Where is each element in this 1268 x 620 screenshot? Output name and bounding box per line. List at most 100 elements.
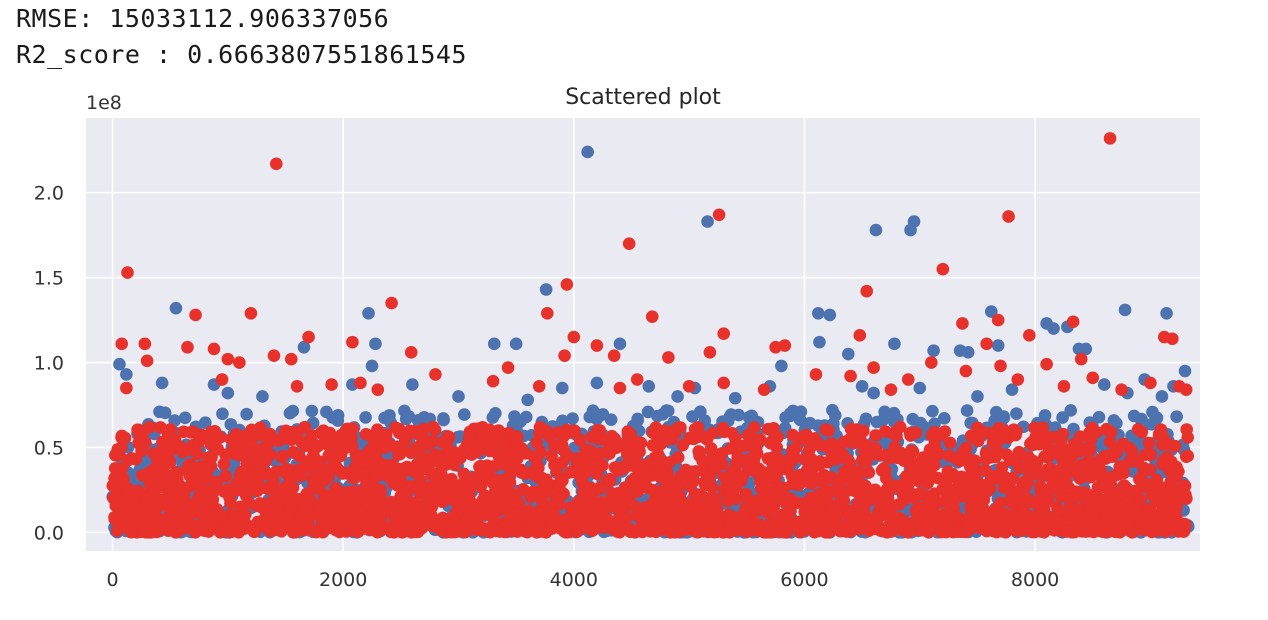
scatter-point (221, 352, 235, 366)
scatter-point (1021, 460, 1035, 473)
scatter-point (750, 498, 764, 512)
scatter-point (565, 506, 578, 520)
scatter-point (317, 424, 330, 437)
scatter-point (419, 518, 433, 531)
scatter-point (630, 373, 644, 386)
scatter-point (465, 511, 479, 524)
axis-labels: 0 2000 4000 6000 8000 0.0 0.5 1.0 1.5 2.0 (34, 183, 1059, 591)
scatter-point (662, 351, 675, 364)
scatter-point (960, 404, 974, 417)
scatter-point (869, 429, 882, 442)
scatter-point (526, 485, 540, 499)
scatter-point (405, 526, 418, 539)
scatter-point (810, 496, 824, 509)
scatter-point (360, 511, 374, 525)
scatter-point (790, 496, 804, 509)
scatter-point (715, 447, 729, 460)
scatter-point (619, 442, 632, 455)
scatter-point (118, 431, 132, 445)
scatter-point (1034, 482, 1047, 496)
scatter-point (900, 474, 913, 488)
scatter-point (986, 524, 1000, 538)
scatter-point (372, 516, 386, 530)
scatter-point (1005, 383, 1019, 396)
scatter-point (151, 447, 165, 460)
scatter-point (362, 306, 375, 320)
scatter-point (799, 475, 813, 488)
scatter-point (717, 327, 731, 340)
scatter-point (960, 482, 974, 495)
scatter-point (800, 464, 814, 477)
scatter-point (162, 442, 176, 456)
scatter-point (771, 430, 784, 444)
scatter-point (1010, 425, 1023, 438)
scatter-point (655, 463, 668, 477)
scatter-point (671, 390, 684, 403)
scatter-point (178, 521, 191, 535)
scatter-point (310, 481, 323, 495)
scatter-point (131, 423, 144, 437)
scatter-point (593, 447, 607, 460)
scatter-point (194, 428, 208, 441)
scatter-point (394, 511, 408, 525)
scatter-point (1160, 522, 1174, 536)
scatter-point (1073, 488, 1087, 501)
scatter-point (199, 416, 212, 429)
scatter-point (943, 483, 957, 497)
scatter-point (748, 421, 761, 434)
scatter-point (1038, 504, 1051, 518)
scatter-point (522, 504, 536, 517)
scatter-point (346, 335, 359, 349)
scatter-point (1107, 414, 1121, 427)
scatter-point (909, 426, 923, 439)
scatter-point (184, 458, 197, 471)
scatter-point (613, 525, 627, 539)
scatter-point (631, 414, 644, 427)
scatter-point (113, 357, 126, 371)
scatter-point (224, 496, 237, 510)
scatter-point (1154, 423, 1168, 436)
scatter-point (729, 432, 742, 445)
scatter-point (603, 447, 616, 461)
scatter-point (404, 346, 418, 359)
scatter-point (591, 424, 604, 437)
scatter-point (904, 223, 917, 237)
scatter-point (178, 500, 191, 513)
scatter-point (766, 524, 780, 538)
scatter-point (809, 368, 823, 381)
scatter-point (1057, 457, 1071, 471)
scatter-point (761, 452, 775, 465)
scatter-point (169, 301, 183, 315)
scatter-point (959, 364, 973, 378)
scatter-point (652, 431, 665, 444)
scatter-point (111, 524, 124, 538)
scatter-point (884, 383, 898, 396)
scatter-point (159, 493, 173, 507)
scatter-point (913, 486, 927, 500)
scatter-point (497, 493, 511, 507)
scatter-point (206, 493, 220, 507)
scatter-point (549, 491, 562, 505)
scatter-point (123, 487, 137, 500)
scatter-point (491, 430, 505, 443)
scatter-point (529, 452, 542, 466)
scatter-point (630, 509, 644, 522)
scatter-point (922, 449, 936, 463)
scatter-point (260, 482, 273, 495)
scatter-point (462, 523, 475, 537)
scatter-point (943, 449, 956, 463)
scatter-point (635, 518, 649, 532)
scatter-point (428, 423, 442, 437)
scatter-point (1010, 407, 1023, 420)
scatter-point (1036, 421, 1049, 435)
scatter-point (559, 525, 572, 539)
scatter-point (280, 462, 293, 476)
scatter-point (859, 479, 872, 493)
y-tick-label: 1.5 (34, 268, 64, 290)
scatter-point (603, 438, 616, 452)
scatter-point (509, 337, 523, 351)
scatter-point (1097, 378, 1111, 391)
x-tick-label: 4000 (550, 569, 598, 591)
scatter-point (139, 497, 153, 511)
